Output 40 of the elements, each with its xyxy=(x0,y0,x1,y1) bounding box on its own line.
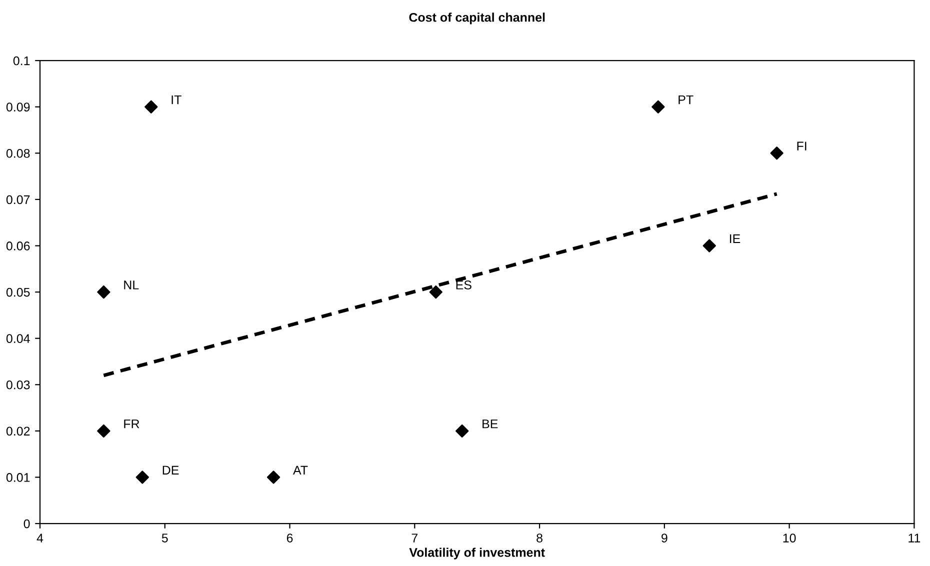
annotation: DE xyxy=(162,466,179,474)
y-tick-label: 0.09 xyxy=(6,102,30,112)
y-tick-label: 0.04 xyxy=(6,334,30,344)
x-tick-label: 7 xyxy=(412,534,418,542)
annotation: FR xyxy=(124,420,140,428)
annotation: BE xyxy=(482,420,498,428)
y-tick-label: 0.02 xyxy=(6,426,30,436)
point xyxy=(456,424,469,438)
chart-title: Cost of capital channel xyxy=(409,12,545,24)
annotation: IT xyxy=(172,95,182,104)
x-tick-label: 4 xyxy=(36,534,44,542)
point xyxy=(770,146,784,160)
y-tick-label: 0.1 xyxy=(13,56,30,66)
point xyxy=(97,285,110,299)
y-tick-label: 0.08 xyxy=(6,148,30,158)
point xyxy=(136,470,149,484)
point xyxy=(652,100,665,114)
x-axis-title: Volatility of investment xyxy=(409,548,545,560)
x-tick-label: 8 xyxy=(536,534,542,542)
point xyxy=(266,470,280,484)
y-tick-label: 0.07 xyxy=(6,195,30,204)
x-tick-label: 6 xyxy=(286,534,293,542)
y-tick-label: 0.01 xyxy=(6,473,30,482)
point xyxy=(144,100,158,114)
annotation: AT xyxy=(292,466,308,474)
point xyxy=(702,239,716,252)
annotation: IE xyxy=(730,234,740,243)
point xyxy=(429,285,442,299)
annotation: FI xyxy=(797,142,806,150)
y-tick-label: 0.06 xyxy=(6,242,30,250)
annotation: PT xyxy=(678,95,694,104)
y-tick-label: 0.05 xyxy=(6,288,30,297)
x-tick-label: 5 xyxy=(162,534,168,542)
annotation: NL xyxy=(124,280,139,290)
x-tick-label: 11 xyxy=(908,534,920,542)
x-tick-label: 9 xyxy=(662,534,668,542)
x-tick-label: 10 xyxy=(783,534,796,542)
y-tick-label: 0.03 xyxy=(6,380,30,390)
y-tick-label: 0 xyxy=(24,519,30,528)
point xyxy=(97,424,110,438)
